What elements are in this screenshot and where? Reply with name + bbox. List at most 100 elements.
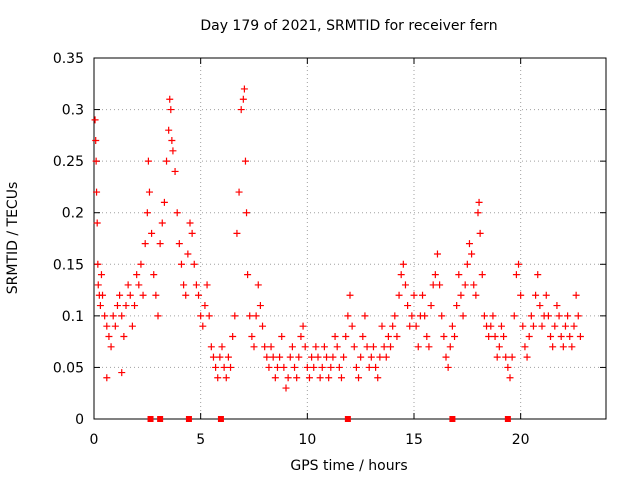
data-point (536, 302, 544, 310)
data-point (517, 291, 525, 299)
data-point (192, 281, 200, 289)
data-point (438, 312, 446, 320)
data-point (361, 312, 369, 320)
data-point (144, 157, 152, 165)
data-point (376, 353, 384, 361)
data-point (212, 363, 220, 371)
data-point (148, 229, 156, 237)
x-axis-marker (344, 416, 351, 422)
data-point (120, 332, 128, 340)
data-point (457, 291, 465, 299)
data-point (92, 137, 100, 145)
data-point (465, 240, 473, 248)
data-point (186, 219, 194, 227)
data-point (431, 271, 439, 279)
data-point (195, 291, 203, 299)
data-point (203, 281, 211, 289)
data-point (243, 209, 251, 217)
data-point (408, 312, 416, 320)
data-point (273, 363, 281, 371)
data-point (133, 271, 141, 279)
data-point (190, 260, 198, 268)
data-point (355, 374, 363, 382)
data-point (173, 209, 181, 217)
data-point (233, 229, 241, 237)
data-point (521, 343, 529, 351)
data-point (124, 281, 132, 289)
data-point (421, 312, 429, 320)
data-point (116, 291, 124, 299)
data-point (163, 157, 171, 165)
data-point (284, 374, 292, 382)
y-tick-label: 0.05 (53, 360, 84, 376)
data-point (474, 209, 482, 217)
data-point (227, 363, 235, 371)
data-point (188, 229, 196, 237)
data-point (305, 374, 313, 382)
data-point (512, 271, 520, 279)
data-point (455, 271, 463, 279)
data-point (160, 198, 168, 206)
data-point (500, 332, 508, 340)
data-point (480, 312, 488, 320)
data-point (374, 374, 382, 382)
data-point (333, 343, 341, 351)
data-point (544, 312, 552, 320)
data-point (156, 240, 164, 248)
data-point (369, 343, 377, 351)
data-point (320, 343, 328, 351)
data-point (365, 363, 373, 371)
data-point (472, 291, 480, 299)
data-point (363, 343, 371, 351)
data-point (470, 281, 478, 289)
data-point (220, 363, 228, 371)
data-point (256, 302, 264, 310)
data-point (271, 374, 279, 382)
data-point (131, 302, 139, 310)
data-point (103, 322, 111, 330)
data-point (493, 353, 501, 361)
data-point (182, 291, 190, 299)
x-axis-label: GPS time / hours (290, 458, 407, 474)
data-point (350, 343, 358, 351)
data-point (265, 363, 273, 371)
data-point (240, 85, 248, 93)
data-point (222, 374, 230, 382)
data-point (553, 302, 561, 310)
data-point (433, 250, 441, 258)
data-point (557, 332, 565, 340)
data-point (519, 322, 527, 330)
data-point (397, 271, 405, 279)
data-point (224, 353, 232, 361)
data-point (327, 363, 335, 371)
data-point (367, 353, 375, 361)
data-point (497, 322, 505, 330)
y-tick-label: 0.35 (53, 51, 84, 67)
data-point (425, 343, 433, 351)
data-point (199, 322, 207, 330)
data-point (295, 353, 303, 361)
data-point (410, 291, 418, 299)
data-point (436, 281, 444, 289)
data-point (487, 322, 495, 330)
data-point (549, 343, 557, 351)
data-point (572, 291, 580, 299)
data-point (387, 343, 395, 351)
data-point (547, 332, 555, 340)
data-point (331, 332, 339, 340)
data-point (250, 343, 258, 351)
data-point (288, 343, 296, 351)
data-point (229, 332, 237, 340)
data-point (459, 312, 467, 320)
data-point (137, 260, 145, 268)
data-point (244, 271, 252, 279)
data-point (171, 167, 179, 175)
data-point (412, 322, 420, 330)
data-point (559, 343, 567, 351)
data-point (389, 322, 397, 330)
data-point (246, 312, 254, 320)
data-point (395, 291, 403, 299)
x-axis-markers (147, 416, 511, 422)
x-tick-label: 10 (298, 432, 316, 448)
data-point (427, 302, 435, 310)
